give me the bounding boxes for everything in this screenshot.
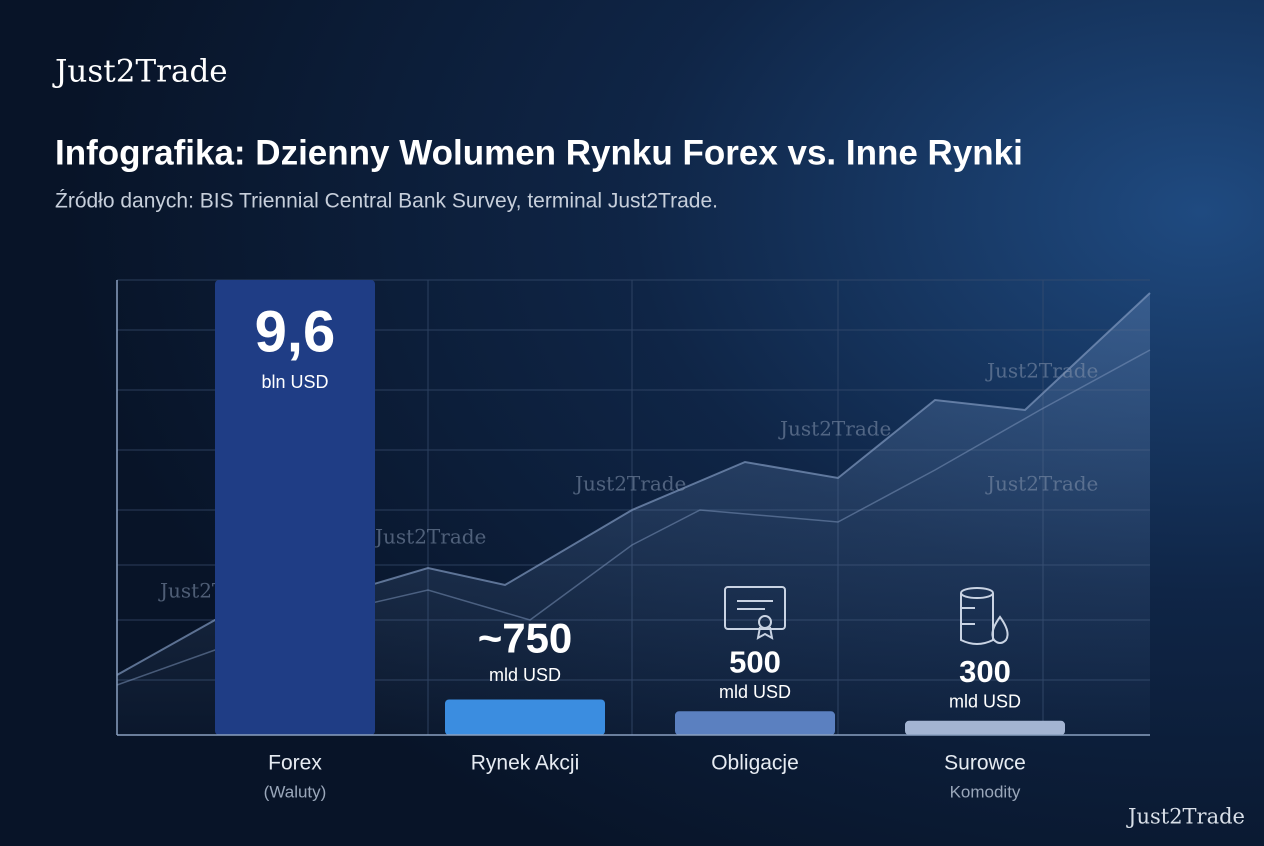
value-label: 9,6 [255,299,336,364]
watermark: Just2Trade [573,472,686,496]
chart-title: Infografika: Dzienny Wolumen Rynku Forex… [55,133,1023,172]
bars: 9,6 bln USD ~750 mld USD 500 mld USD 300 mld US… [215,280,1065,735]
watermark: Just2Trade [985,472,1098,496]
x-tick-label: Surowce [944,752,1026,775]
watermark: Just2Trade [985,359,1098,383]
bar [905,720,1065,735]
decor-area [117,293,1150,735]
bar [445,699,605,735]
watermarks: Just2Trade Just2Trade Just2Trade Just2Trade… [158,359,1098,603]
value-label: ~750 [478,615,573,662]
watermark: Just2Trade [373,525,486,549]
brand: Just2Trade [52,54,228,90]
value-label: 500 [729,644,781,679]
x-tick-label: Rynek Akcji [471,752,580,775]
bar [215,280,375,735]
value-unit: mld USD [949,692,1021,712]
chart-subtitle: Źródło danych: BIS Triennial Central Ban… [55,190,718,213]
watermark: Just2Trade [778,417,891,441]
x-tick-label: Obligacje [711,752,799,775]
value-label: 300 [959,654,1011,689]
oil-icon [960,587,1009,645]
bar [675,711,835,735]
bond-icon [724,586,786,640]
x-tick-sublabel: (Waluty) [264,782,327,801]
value-unit: mld USD [719,682,791,702]
x-tick-label: Forex [268,752,322,775]
x-tick-sublabel: Komodity [950,782,1021,801]
value-unit: bln USD [261,372,328,392]
footer-brand: Just2Trade [1126,805,1245,829]
value-unit: mld USD [489,665,561,685]
